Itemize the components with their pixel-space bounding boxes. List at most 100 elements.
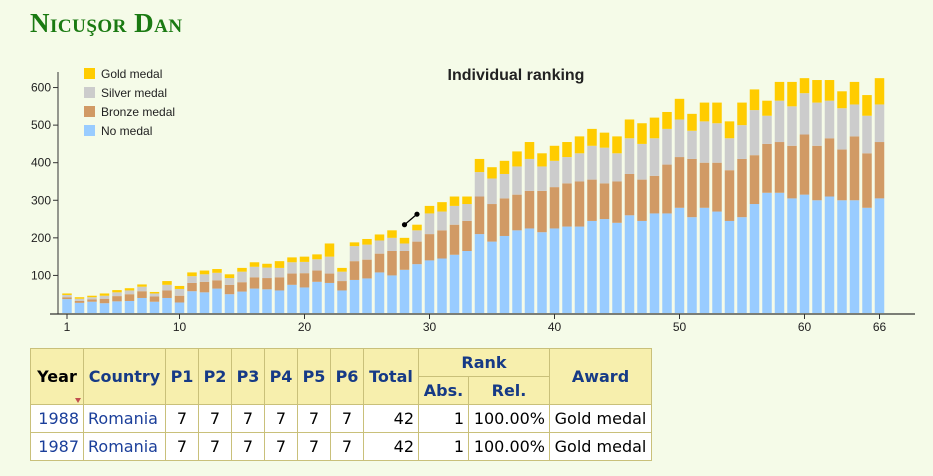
p2-score: 7 xyxy=(198,404,232,433)
bar-segment-silver-medal xyxy=(237,271,247,283)
bar-segment-no-medal xyxy=(437,258,447,313)
bar-segment-gold-medal xyxy=(324,243,335,257)
bar-segment-silver-medal xyxy=(299,261,310,274)
bar-segment-no-medal xyxy=(124,300,135,313)
year-link[interactable]: 1987 xyxy=(30,432,84,461)
bar-segment-silver-medal xyxy=(649,138,660,176)
bar-segment-no-medal xyxy=(287,284,297,313)
bar-segment-silver-medal xyxy=(149,293,160,297)
p6-header[interactable]: P6 xyxy=(330,348,364,405)
legend-label: No medal xyxy=(101,124,152,138)
bar-segment-silver-medal xyxy=(762,115,772,144)
bar-segment-gold-medal xyxy=(137,284,147,287)
bar-segment-bronze-medal xyxy=(274,277,285,291)
p4-score: 7 xyxy=(264,404,298,433)
bar-segment-no-medal xyxy=(449,254,460,313)
p1-score: 7 xyxy=(165,432,199,461)
bar-segment-no-medal xyxy=(662,213,672,313)
x-tick-label: 40 xyxy=(548,320,562,334)
bar-segment-bronze-medal xyxy=(837,149,847,201)
bar-segment-silver-medal xyxy=(537,166,547,191)
bar-segment-bronze-medal xyxy=(324,273,335,283)
rank-rel-header[interactable]: Rel. xyxy=(468,376,550,405)
bar-segment-bronze-medal xyxy=(474,196,485,235)
bar-segment-gold-medal xyxy=(537,153,547,167)
bar-segment-no-medal xyxy=(149,301,160,313)
p5-score: 7 xyxy=(297,404,331,433)
bar-segment-no-medal xyxy=(187,291,197,313)
p5-header[interactable]: P5 xyxy=(297,348,331,405)
p4-header[interactable]: P4 xyxy=(264,348,298,405)
bar-segment-bronze-medal xyxy=(799,134,810,195)
bar-segment-no-medal xyxy=(762,192,772,313)
legend-swatch xyxy=(84,125,95,136)
bar-segment-bronze-medal xyxy=(287,273,297,285)
bar-segment-gold-medal xyxy=(124,288,135,291)
bar-segment-gold-medal xyxy=(299,256,310,262)
bar-segment-gold-medal xyxy=(399,237,410,244)
bar-segment-silver-medal xyxy=(524,158,535,191)
country-link[interactable]: Romania xyxy=(83,404,166,433)
bar-segment-no-medal xyxy=(787,198,797,313)
bar-segment-no-medal xyxy=(337,290,347,313)
p2-header[interactable]: P2 xyxy=(198,348,232,405)
award-header[interactable]: Award xyxy=(549,348,652,405)
bar-segment-gold-medal xyxy=(787,81,797,107)
bar-segment-no-medal xyxy=(862,207,872,313)
participation-point xyxy=(401,222,408,228)
bar-segment-bronze-medal xyxy=(499,198,510,236)
bar-segment-gold-medal xyxy=(387,230,397,238)
bar-segment-bronze-medal xyxy=(74,300,85,303)
bar-segment-bronze-medal xyxy=(712,162,722,212)
p3-score: 7 xyxy=(231,432,265,461)
bar-segment-no-medal xyxy=(412,264,422,313)
bar-segment-no-medal xyxy=(237,291,247,313)
y-tick-label: 600 xyxy=(31,81,51,95)
bar-segment-silver-medal xyxy=(674,119,685,158)
total-header[interactable]: Total xyxy=(363,348,419,405)
rank-abs-header[interactable]: Abs. xyxy=(418,376,469,405)
bar-segment-no-medal xyxy=(462,251,472,313)
y-tick-label: 300 xyxy=(31,193,51,207)
p3-header[interactable]: P3 xyxy=(231,348,265,405)
p4-score: 7 xyxy=(264,432,298,461)
legend-label: Silver medal xyxy=(101,86,167,100)
country-header[interactable]: Country xyxy=(83,348,166,405)
bar-segment-no-medal xyxy=(874,198,885,313)
year-header[interactable]: Year xyxy=(30,348,84,405)
p1-header[interactable]: P1 xyxy=(165,348,199,405)
bar-segment-gold-medal xyxy=(512,151,522,167)
bar-segment-no-medal xyxy=(137,297,147,313)
p6-score: 7 xyxy=(330,404,364,433)
table-row: 1988 Romania 7 7 7 7 7 7 42 1 100.00% Go… xyxy=(30,404,652,433)
bar-segment-silver-medal xyxy=(862,115,872,154)
bar-segment-bronze-medal xyxy=(687,158,697,218)
bar-segment-bronze-medal xyxy=(87,299,97,302)
bar-segment-silver-medal xyxy=(137,286,147,292)
bar-segment-silver-medal xyxy=(737,125,747,159)
bar-segment-silver-medal xyxy=(774,100,785,143)
bar-segment-bronze-medal xyxy=(449,224,460,255)
year-link[interactable]: 1988 xyxy=(30,404,84,433)
bar-segment-gold-medal xyxy=(649,117,660,139)
total-score: 42 xyxy=(363,432,419,461)
bar-segment-bronze-medal xyxy=(624,173,635,216)
bar-segment-no-medal xyxy=(824,196,835,313)
bar-segment-silver-medal xyxy=(162,284,172,291)
bar-segment-gold-medal xyxy=(474,158,485,173)
bar-segment-gold-medal xyxy=(249,262,260,267)
bar-segment-silver-medal xyxy=(624,138,635,174)
bar-segment-bronze-medal xyxy=(387,251,397,276)
bar-segment-no-medal xyxy=(387,275,397,313)
bar-segment-bronze-medal xyxy=(699,162,710,208)
bar-segment-no-medal xyxy=(687,217,697,313)
bar-segment-no-medal xyxy=(199,292,210,313)
rank-abs: 1 xyxy=(418,404,469,433)
bar-segment-silver-medal xyxy=(812,102,822,146)
award: Gold medal xyxy=(549,432,652,461)
country-link[interactable]: Romania xyxy=(83,432,166,461)
bar-segment-bronze-medal xyxy=(674,157,685,208)
bar-segment-gold-medal xyxy=(849,81,860,105)
bar-segment-gold-medal xyxy=(599,132,610,148)
bar-segment-silver-medal xyxy=(449,205,460,225)
